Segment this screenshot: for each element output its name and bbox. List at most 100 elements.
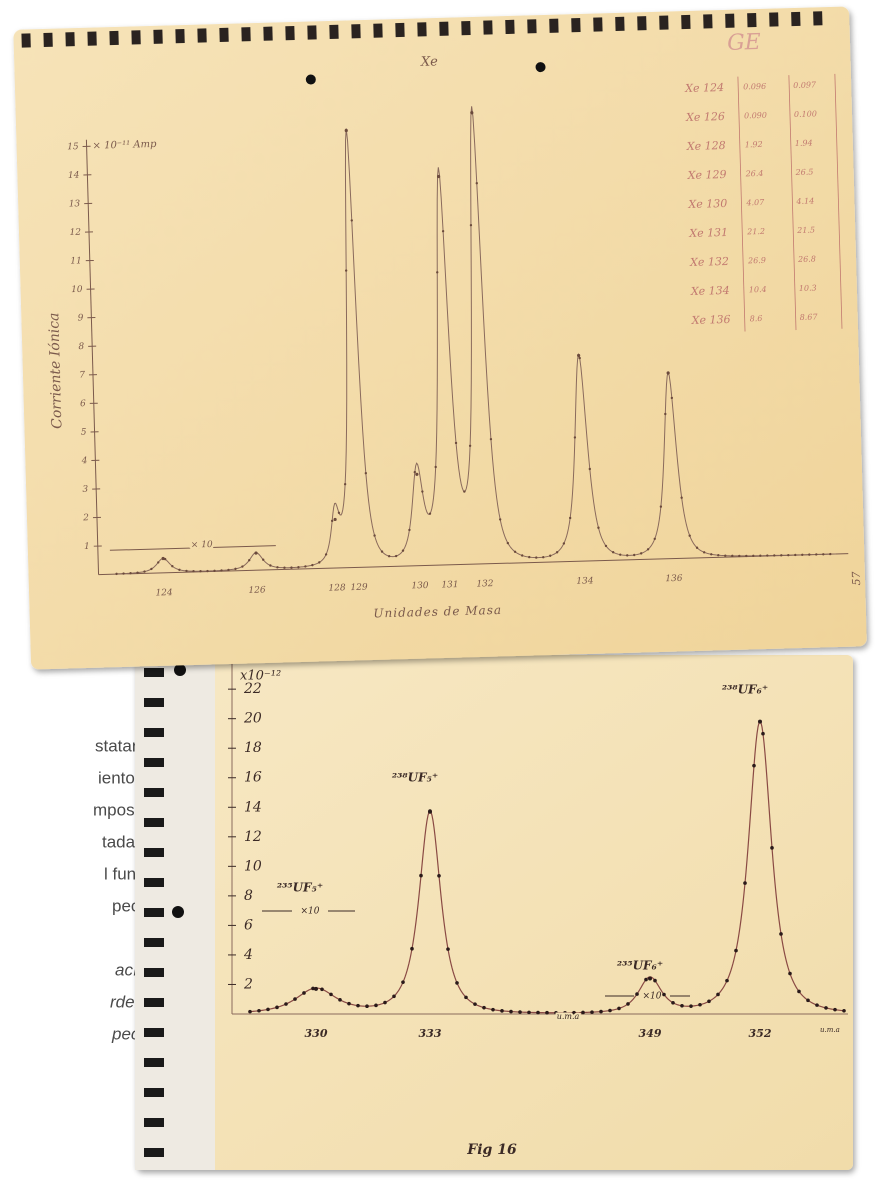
sample-point [392, 994, 396, 998]
y-tick-label: 9 [78, 313, 84, 323]
scale-note: ×10 [301, 907, 320, 917]
sample-point [788, 972, 792, 976]
ring [144, 968, 164, 977]
ring [175, 29, 184, 43]
peak-point [314, 987, 318, 991]
ring [144, 818, 164, 827]
y-tick-label: 18 [244, 740, 262, 756]
ring [483, 20, 492, 34]
table-cell: 0.097 [793, 80, 817, 90]
sample-point [455, 981, 459, 985]
sample-point [842, 1009, 846, 1013]
ring [263, 27, 272, 41]
ring [791, 12, 800, 26]
y-tick-label: 11 [70, 256, 82, 266]
ring [144, 1028, 164, 1037]
break-label: u.m.a [557, 1012, 580, 1021]
sample-point [338, 998, 342, 1002]
sample-point [689, 1004, 693, 1008]
sample-point [707, 1000, 711, 1004]
scale-note: ×10 [643, 992, 662, 1002]
ring [87, 31, 96, 45]
ring [439, 22, 448, 36]
ring [813, 11, 822, 25]
sample-point [302, 991, 306, 995]
ring [144, 848, 164, 857]
table-cell: 26.4 [744, 169, 763, 179]
document-page: statarientompos,tadal fun-pec-acíordenpe… [0, 0, 880, 1183]
y-tick-label: 2 [243, 976, 253, 992]
peak-label: ²³⁵UF₆⁺ [617, 959, 663, 973]
table-cell: 8.6 [750, 314, 763, 323]
sample-point [266, 1008, 270, 1012]
y-tick-label: 13 [69, 199, 81, 209]
ring [153, 30, 162, 44]
sample-point [248, 1010, 252, 1014]
table-cell: 0.100 [794, 109, 817, 119]
sample-point [743, 881, 747, 885]
sample-point [734, 949, 738, 953]
ring [703, 14, 712, 28]
sample-point [815, 1003, 819, 1007]
sample-point [779, 932, 783, 936]
ring [21, 33, 30, 47]
sample-point [518, 1010, 522, 1014]
hole [172, 906, 184, 918]
ring [144, 1148, 164, 1157]
ring [197, 28, 206, 42]
sample-point [653, 979, 657, 983]
ring [65, 32, 74, 46]
peak-label: ²³⁸UF₅⁺ [392, 771, 438, 785]
ring [593, 17, 602, 31]
sample-point [383, 1001, 387, 1005]
ring [725, 14, 734, 28]
signature: GE [727, 30, 761, 56]
y-tick-label: 22 [243, 681, 262, 697]
ring [144, 728, 164, 737]
table-cell: 1.94 [795, 139, 813, 148]
x-unit-label: u.m.a [820, 1026, 840, 1034]
sample-point [257, 1009, 261, 1013]
peak-label: ²³⁵UF₅⁺ [277, 881, 323, 895]
sample-point [500, 1009, 504, 1013]
sample-point [374, 1004, 378, 1008]
ring [144, 1118, 164, 1127]
ring [144, 1088, 164, 1097]
table-cell: 26.9 [747, 256, 766, 266]
page: statarientompos,tadal fun-pec-acíordenpe… [0, 0, 880, 1183]
x-tick-label: 352 [749, 1027, 772, 1040]
sample-point [824, 1006, 828, 1010]
sample-point [401, 980, 405, 984]
table-cell: Xe 130 [687, 197, 727, 211]
x-tick-label: 126 [248, 585, 266, 595]
table-cell: Xe 136 [691, 313, 731, 327]
table-cell: 21.2 [746, 227, 765, 237]
y-tick-label: 5 [81, 428, 87, 438]
hole [174, 664, 186, 676]
y-tick-label: 8 [244, 888, 253, 904]
ring [769, 12, 778, 26]
sample-point [446, 947, 450, 951]
sample-point [437, 874, 441, 878]
ring [329, 25, 338, 39]
text-line: statar [95, 736, 138, 755]
sample-point [509, 1010, 513, 1014]
sample-point [662, 993, 666, 997]
ring [571, 18, 580, 32]
x-tick-label: 349 [639, 1027, 662, 1040]
y-axis-label: Corriente Iónica [46, 312, 65, 429]
sample-point [716, 993, 720, 997]
sample-point [329, 993, 333, 997]
sample-point [797, 990, 801, 994]
ring [131, 30, 140, 44]
y-tick-label: 15 [67, 142, 79, 152]
y-tick-label: 12 [69, 228, 81, 238]
table-cell: Xe 124 [684, 81, 724, 95]
sample-point [545, 1011, 549, 1015]
ring [417, 22, 426, 36]
sample-point [293, 997, 297, 1001]
ring [144, 758, 164, 767]
ring [461, 21, 470, 35]
x-tick-label: 333 [419, 1027, 442, 1040]
table-cell: 1.92 [745, 140, 763, 149]
